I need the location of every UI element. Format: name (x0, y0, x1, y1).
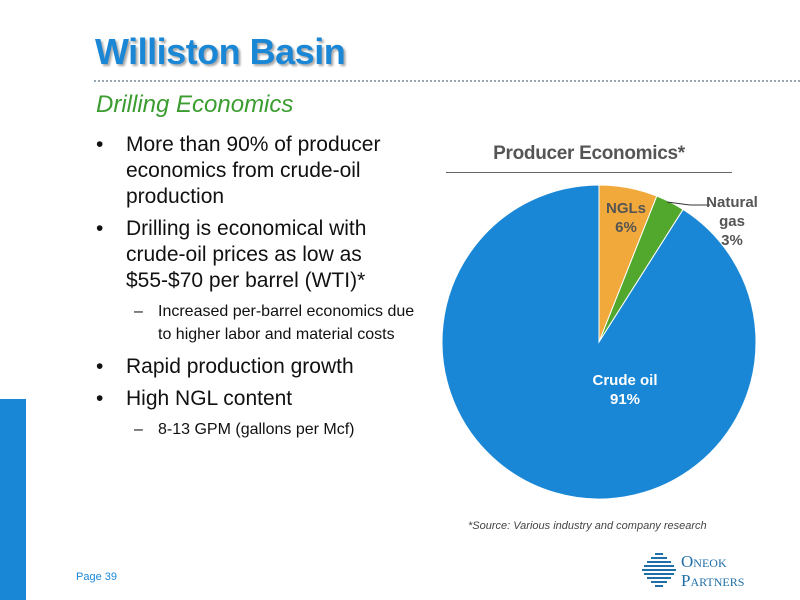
sub-bullet-item: Increased per-barrel economics due to hi… (94, 300, 424, 346)
chart-title: Producer Economics* (493, 143, 685, 164)
pie-slice-crude-oil (441, 184, 757, 500)
ngl-data-label: NGLs 6% (598, 199, 654, 237)
oneok-logo-mark-icon (642, 553, 676, 587)
source-note: *Source: Various industry and company re… (468, 520, 707, 532)
logo-wordmark: ONEOK PARTNERS (681, 553, 744, 591)
oil-label-value: 91% (609, 391, 641, 408)
bullet-list: More than 90% of producer economics from… (94, 132, 424, 449)
slide-subtitle: Drilling Economics (96, 91, 294, 118)
logo-line2-rest: ARTNERS (690, 575, 745, 589)
oneok-partners-logo: ONEOK PARTNERS (641, 551, 791, 591)
oil-data-label: Crude oil 91% (560, 371, 690, 409)
logo-line1-initial: O (681, 552, 694, 571)
gas-label-value: 3% (721, 232, 743, 249)
ngl-label-name: NGLs (605, 200, 646, 217)
oil-label-name: Crude oil (592, 372, 658, 389)
ngl-label-value: 6% (615, 219, 637, 236)
gas-label-name-1: Natural (706, 194, 758, 211)
left-accent-bar (0, 399, 26, 600)
bullet-item: Drilling is economical with crude-oil pr… (94, 216, 424, 294)
gas-data-label: Natural gas 3% (706, 193, 758, 250)
chart-title-rule (446, 172, 732, 173)
gas-label-name-2: gas (719, 213, 745, 230)
logo-line2-initial: P (681, 571, 691, 590)
gas-leader-line (666, 201, 710, 206)
bullet-item: More than 90% of producer economics from… (94, 132, 424, 210)
bullet-item: High NGL content (94, 386, 424, 412)
title-divider (94, 80, 800, 82)
slide-title: Williston Basin (95, 31, 346, 72)
page-number: Page 39 (76, 571, 117, 583)
logo-line1-rest: NEOK (693, 556, 727, 570)
sub-bullet-item: 8-13 GPM (gallons per Mcf) (94, 418, 424, 441)
bullet-item: Rapid production growth (94, 354, 424, 380)
